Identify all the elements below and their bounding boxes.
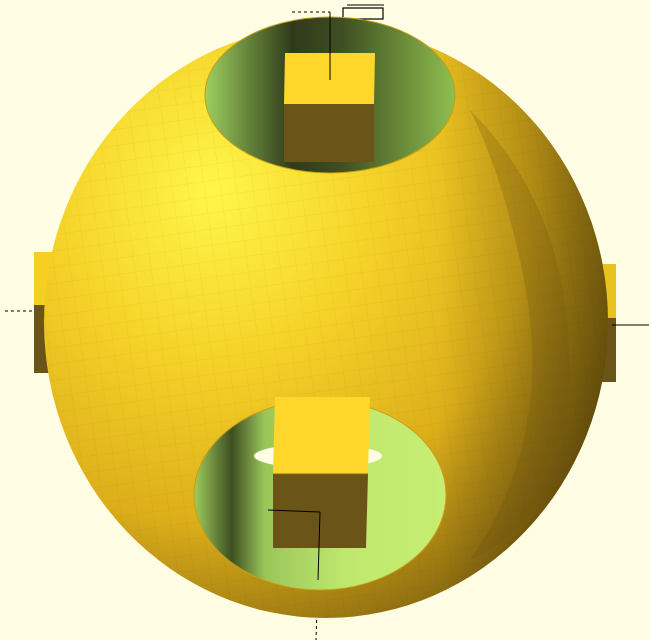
bottom-peg (273, 397, 370, 548)
axis-label-marker (342, 4, 384, 20)
sphere (44, 26, 608, 618)
axes-overlay (267, 12, 649, 581)
